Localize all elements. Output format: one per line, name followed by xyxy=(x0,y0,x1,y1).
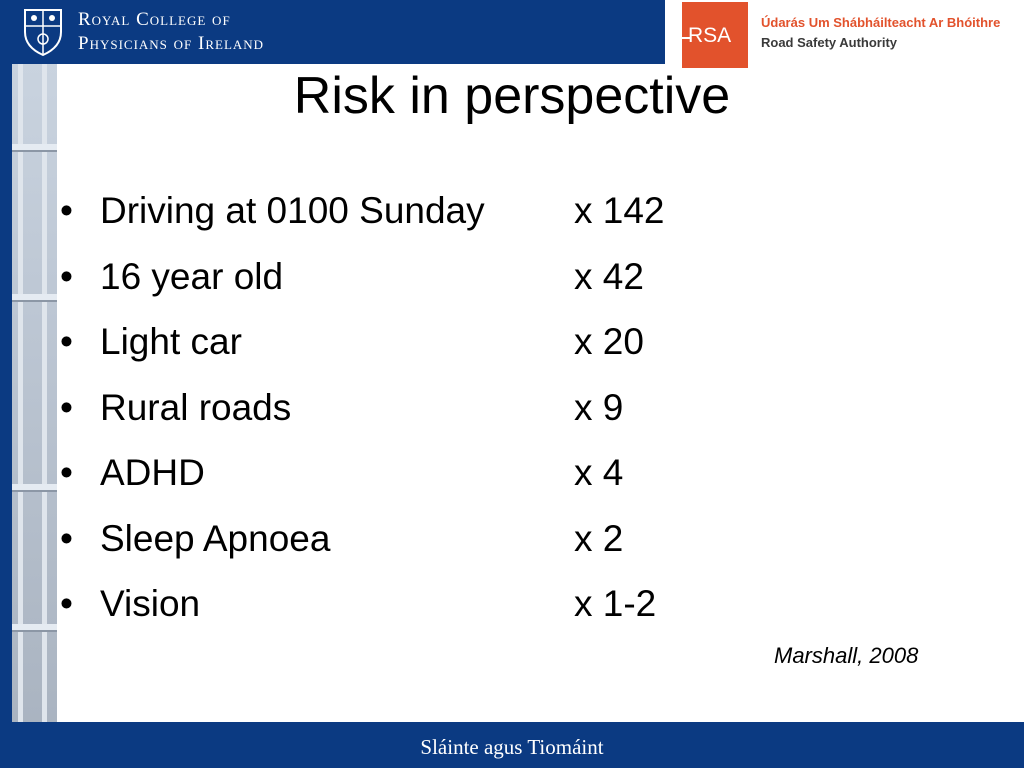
risk-factor: Driving at 0100 Sunday xyxy=(100,190,485,231)
risk-factor: Sleep Apnoea xyxy=(100,517,331,559)
rsa-logo-text: RSA xyxy=(688,24,732,47)
header-band: Royal College of Physicians of Ireland xyxy=(0,0,665,64)
org-name: Royal College of Physicians of Ireland xyxy=(78,8,264,56)
bullet-icon: • xyxy=(60,517,73,559)
risk-multiplier: x 1-2 xyxy=(574,583,657,624)
partner-name-english: Road Safety Authority xyxy=(761,35,898,50)
building-image xyxy=(12,64,57,722)
citation: Marshall, 2008 xyxy=(774,643,919,668)
risk-factor: Rural roads xyxy=(100,386,292,428)
crest-icon xyxy=(24,9,62,56)
risk-multiplier: x 2 xyxy=(574,517,624,559)
risk-factor: Vision xyxy=(100,583,201,624)
bullet-icon: • xyxy=(60,386,73,428)
risk-factor: 16 year old xyxy=(100,255,284,297)
bullet-icon: • xyxy=(60,321,73,362)
risk-multiplier: x 20 xyxy=(574,321,644,362)
bullet-icon: • xyxy=(60,583,73,624)
bullet-icon: • xyxy=(60,255,73,297)
rsa-logo-line xyxy=(682,37,690,39)
risk-multiplier: x 142 xyxy=(574,190,665,231)
org-name-line1: Royal College of xyxy=(78,9,231,30)
risk-factor: Light car xyxy=(100,321,242,362)
slide-title: Risk in perspective xyxy=(293,67,731,125)
risk-factor: ADHD xyxy=(100,452,205,493)
risk-multiplier: x 4 xyxy=(574,452,624,493)
left-strip xyxy=(0,64,12,722)
risk-multiplier: x 42 xyxy=(574,255,644,297)
footer-text: Sláinte agus Tiomáint xyxy=(420,735,604,759)
partner-name-irish: Údarás Um Shábháilteacht Ar Bhóithre xyxy=(761,15,1001,30)
risk-multiplier: x 9 xyxy=(574,386,624,428)
org-name-line2: Physicians of Ireland xyxy=(78,33,265,54)
rsa-logo: RSA xyxy=(682,2,748,68)
bullet-icon: • xyxy=(60,452,73,493)
bullet-icon: • xyxy=(60,190,73,231)
footer-bar: Sláinte agus Tiomáint xyxy=(0,722,1024,768)
